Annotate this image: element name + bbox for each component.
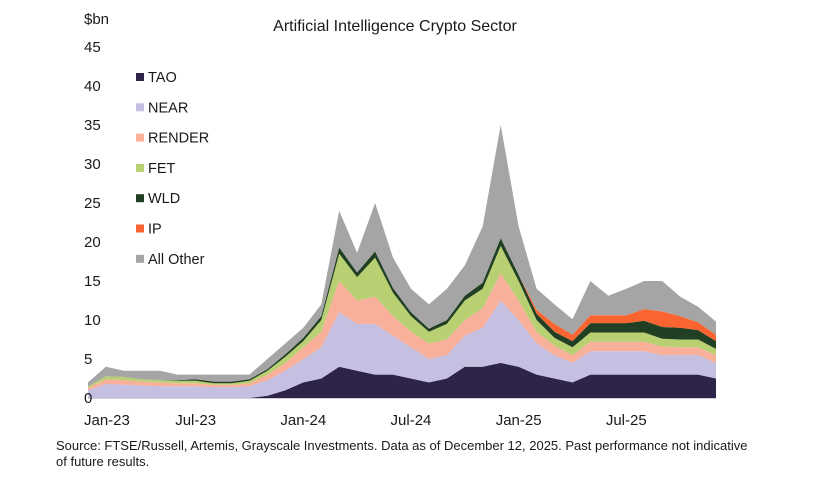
legend-label: NEAR (148, 100, 188, 116)
y-tick-label: 35 (84, 117, 101, 134)
y-axis-ticks: 0 5 10 15 20 25 30 35 40 45 (84, 39, 101, 407)
area-tao (88, 362, 716, 398)
legend-swatch (136, 73, 144, 81)
legend-label: WLD (148, 191, 180, 207)
legend-label: TAO (148, 70, 177, 86)
x-tick-label: Jan-23 (84, 412, 130, 429)
legend-swatch (136, 254, 144, 263)
x-tick-label: Jan-25 (496, 412, 542, 429)
area-fet (88, 245, 716, 388)
legend-label: All Other (148, 252, 205, 268)
legend-swatch (136, 103, 144, 112)
y-tick-label: 45 (84, 39, 101, 56)
legend-item-render: RENDER (136, 131, 209, 147)
x-tick-label: Jan-24 (280, 412, 326, 429)
legend-item-near: NEAR (136, 100, 188, 116)
y-tick-label: 10 (84, 312, 101, 329)
area-render (88, 273, 716, 391)
legend-swatch (136, 194, 144, 203)
y-tick-label: 20 (84, 234, 101, 251)
area-all-other (88, 125, 716, 387)
x-axis-ticks: Jan-23 Jul-23 Jan-24 Jul-24 Jan-25 Jul-25 (84, 412, 647, 429)
legend-label: FET (148, 161, 176, 177)
legend-item-ip: IP (136, 222, 162, 238)
legend-label: IP (148, 222, 162, 238)
x-tick-label: Jul-23 (175, 412, 216, 429)
area-near (88, 300, 716, 398)
y-tick-label: 5 (84, 351, 92, 368)
x-tick-label: Jul-24 (391, 412, 432, 429)
legend-item-fet: FET (136, 161, 176, 177)
area-layers (88, 125, 716, 398)
x-tick-label: Jul-25 (606, 412, 647, 429)
legend-item-all-other: All Other (136, 252, 205, 268)
y-tick-label: 0 (84, 390, 92, 407)
y-tick-label: 30 (84, 156, 101, 173)
legend-item-tao: TAO (136, 70, 177, 86)
legend-swatch (136, 163, 144, 172)
legend-swatch (136, 133, 144, 142)
y-tick-label: 40 (84, 78, 101, 95)
legend: TAO NEAR RENDER FET WLD IP All Other (136, 70, 209, 268)
legend-swatch (136, 224, 144, 233)
y-axis-label: $bn (84, 11, 109, 28)
y-tick-label: 25 (84, 195, 101, 212)
legend-item-wld: WLD (136, 191, 180, 207)
legend-label: RENDER (148, 131, 209, 147)
source-note: Source: FTSE/Russell, Artemis, Grayscale… (56, 438, 748, 469)
chart-title: Artificial Intelligence Crypto Sector (273, 18, 517, 35)
y-tick-label: 15 (84, 273, 101, 290)
